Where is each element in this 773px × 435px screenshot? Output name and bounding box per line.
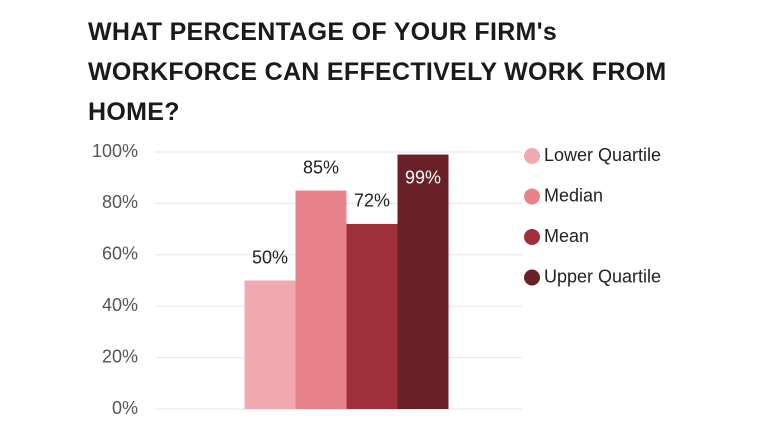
chart-title: WHAT PERCENTAGE OF YOUR FIRM's WORKFORCE… [88, 18, 667, 126]
y-tick-label: 20% [102, 346, 138, 366]
legend-marker [524, 148, 540, 164]
y-tick-label: 100% [92, 141, 138, 161]
legend-label: Lower Quartile [544, 145, 661, 165]
y-tick-label: 80% [102, 192, 138, 212]
y-tick-label: 0% [112, 398, 138, 418]
value-label: 99% [405, 167, 441, 187]
bar [346, 223, 398, 409]
y-tick-label: 40% [102, 295, 138, 315]
bar [244, 280, 296, 409]
value-label: 72% [354, 191, 390, 211]
legend-label: Upper Quartile [544, 266, 661, 286]
legend-label: Mean [544, 226, 589, 246]
y-tick-label: 60% [102, 244, 138, 264]
value-label: 85% [303, 157, 339, 177]
legend-label: Median [544, 185, 603, 205]
bar [295, 190, 347, 409]
legend-marker [524, 188, 540, 205]
value-label: 50% [252, 247, 288, 267]
legend-marker [524, 269, 540, 286]
bar [397, 154, 449, 409]
legend-marker [524, 229, 540, 245]
